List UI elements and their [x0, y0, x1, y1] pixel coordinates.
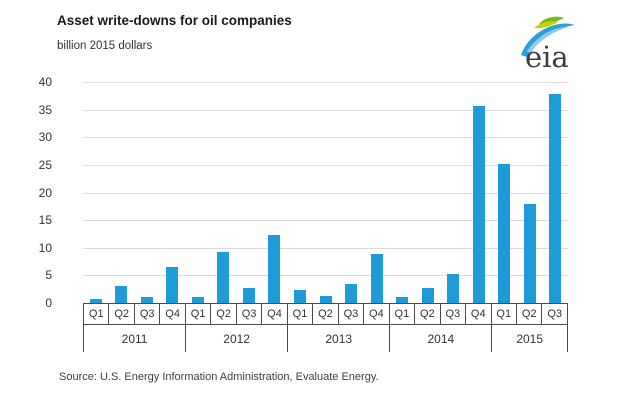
x-tick-2014-Q2: Q2	[414, 304, 439, 324]
bar-2013-Q2	[319, 296, 332, 303]
bar-2013-Q4	[370, 253, 383, 303]
bar-2014-Q3	[447, 273, 460, 303]
x-tick-2013-Q2: Q2	[312, 304, 337, 324]
x-tick-2015-Q1: Q1	[490, 304, 516, 324]
bar-2012-Q2	[217, 251, 230, 303]
x-tick-2013-Q4: Q4	[363, 304, 388, 324]
x-axis-quarter-row: Q1 Q2 Q3 Q4 Q1 Q2 Q3 Q4 Q1 Q2 Q3 Q4 Q1 Q2 Q3 Q4 Q1 Q2 Q3	[83, 303, 568, 325]
x-tick-2013-Q1: Q1	[286, 304, 312, 324]
bar-2014-Q1	[396, 296, 409, 303]
gridline-20	[83, 192, 568, 194]
gridline-25	[83, 164, 568, 166]
y-tick-label: 20	[38, 185, 52, 200]
source-note: Source: U.S. Energy Information Administ…	[59, 371, 379, 383]
x-tick-2011-Q4: Q4	[159, 304, 184, 324]
bar-2015-Q3	[549, 93, 562, 303]
x-tick-2015-Q2: Q2	[515, 304, 541, 324]
x-tick-2014-Q1: Q1	[388, 304, 414, 324]
bar-2011-Q2	[115, 286, 128, 303]
logo-blue-swoosh-icon	[521, 23, 575, 57]
gridline-15	[83, 220, 568, 222]
gridline-5	[83, 275, 568, 277]
bar-2013-Q3	[345, 284, 358, 303]
x-tick-2014-Q4: Q4	[465, 304, 490, 324]
bar-2014-Q4	[472, 106, 485, 303]
bar-2015-Q2	[523, 204, 536, 303]
year-label-2015: 2015	[491, 325, 568, 352]
x-tick-2011-Q3: Q3	[133, 304, 159, 324]
chart-subtitle: billion 2015 dollars	[57, 40, 153, 52]
bar-2015-Q1	[498, 163, 511, 303]
y-tick-label: 40	[38, 75, 52, 89]
gridline-40	[83, 82, 568, 83]
y-axis: 40 35 30 25 20 15 10 5 0	[18, 0, 52, 415]
x-tick-2015-Q3: Q3	[541, 304, 568, 324]
y-tick-label: 0	[45, 296, 52, 310]
y-tick-label: 5	[45, 268, 52, 283]
chart-title: Asset write-downs for oil companies	[57, 13, 292, 28]
bar-2011-Q4	[166, 266, 179, 303]
x-tick-2012-Q1: Q1	[184, 304, 210, 324]
gridline-30	[83, 137, 568, 139]
x-tick-2012-Q4: Q4	[261, 304, 286, 324]
y-tick-label: 15	[38, 213, 52, 228]
x-tick-2011-Q1: Q1	[83, 304, 108, 324]
year-label-2014: 2014	[389, 325, 491, 352]
year-label-2012: 2012	[185, 325, 287, 352]
logo-light-blue-swoosh-icon	[527, 27, 568, 53]
eia-logo: eia	[521, 16, 575, 74]
bar-2012-Q3	[242, 288, 255, 303]
y-tick-label: 10	[38, 240, 52, 255]
x-axis-year-row: 2011 2012 2013 2014 2015	[83, 325, 568, 352]
bar-2011-Q3	[140, 296, 153, 303]
bar-2013-Q1	[293, 290, 306, 303]
x-tick-2014-Q3: Q3	[439, 304, 465, 324]
gridline-10	[83, 247, 568, 249]
x-tick-2011-Q2: Q2	[108, 304, 133, 324]
y-tick-label: 35	[38, 102, 52, 117]
bar-2014-Q2	[421, 288, 434, 303]
y-tick-label: 25	[38, 157, 52, 172]
bar-2012-Q4	[268, 234, 281, 303]
bar-2011-Q1	[89, 299, 102, 303]
bar-2012-Q1	[191, 296, 204, 303]
x-tick-2012-Q3: Q3	[235, 304, 261, 324]
year-label-2013: 2013	[287, 325, 389, 352]
gridline-35	[83, 109, 568, 111]
x-tick-2013-Q3: Q3	[337, 304, 363, 324]
logo-yellow-leaf-icon	[534, 21, 558, 29]
y-tick-label: 30	[38, 130, 52, 145]
x-tick-2012-Q2: Q2	[210, 304, 235, 324]
logo-text: eia	[525, 40, 569, 74]
plot-area	[83, 82, 568, 303]
year-label-2011: 2011	[83, 325, 185, 352]
